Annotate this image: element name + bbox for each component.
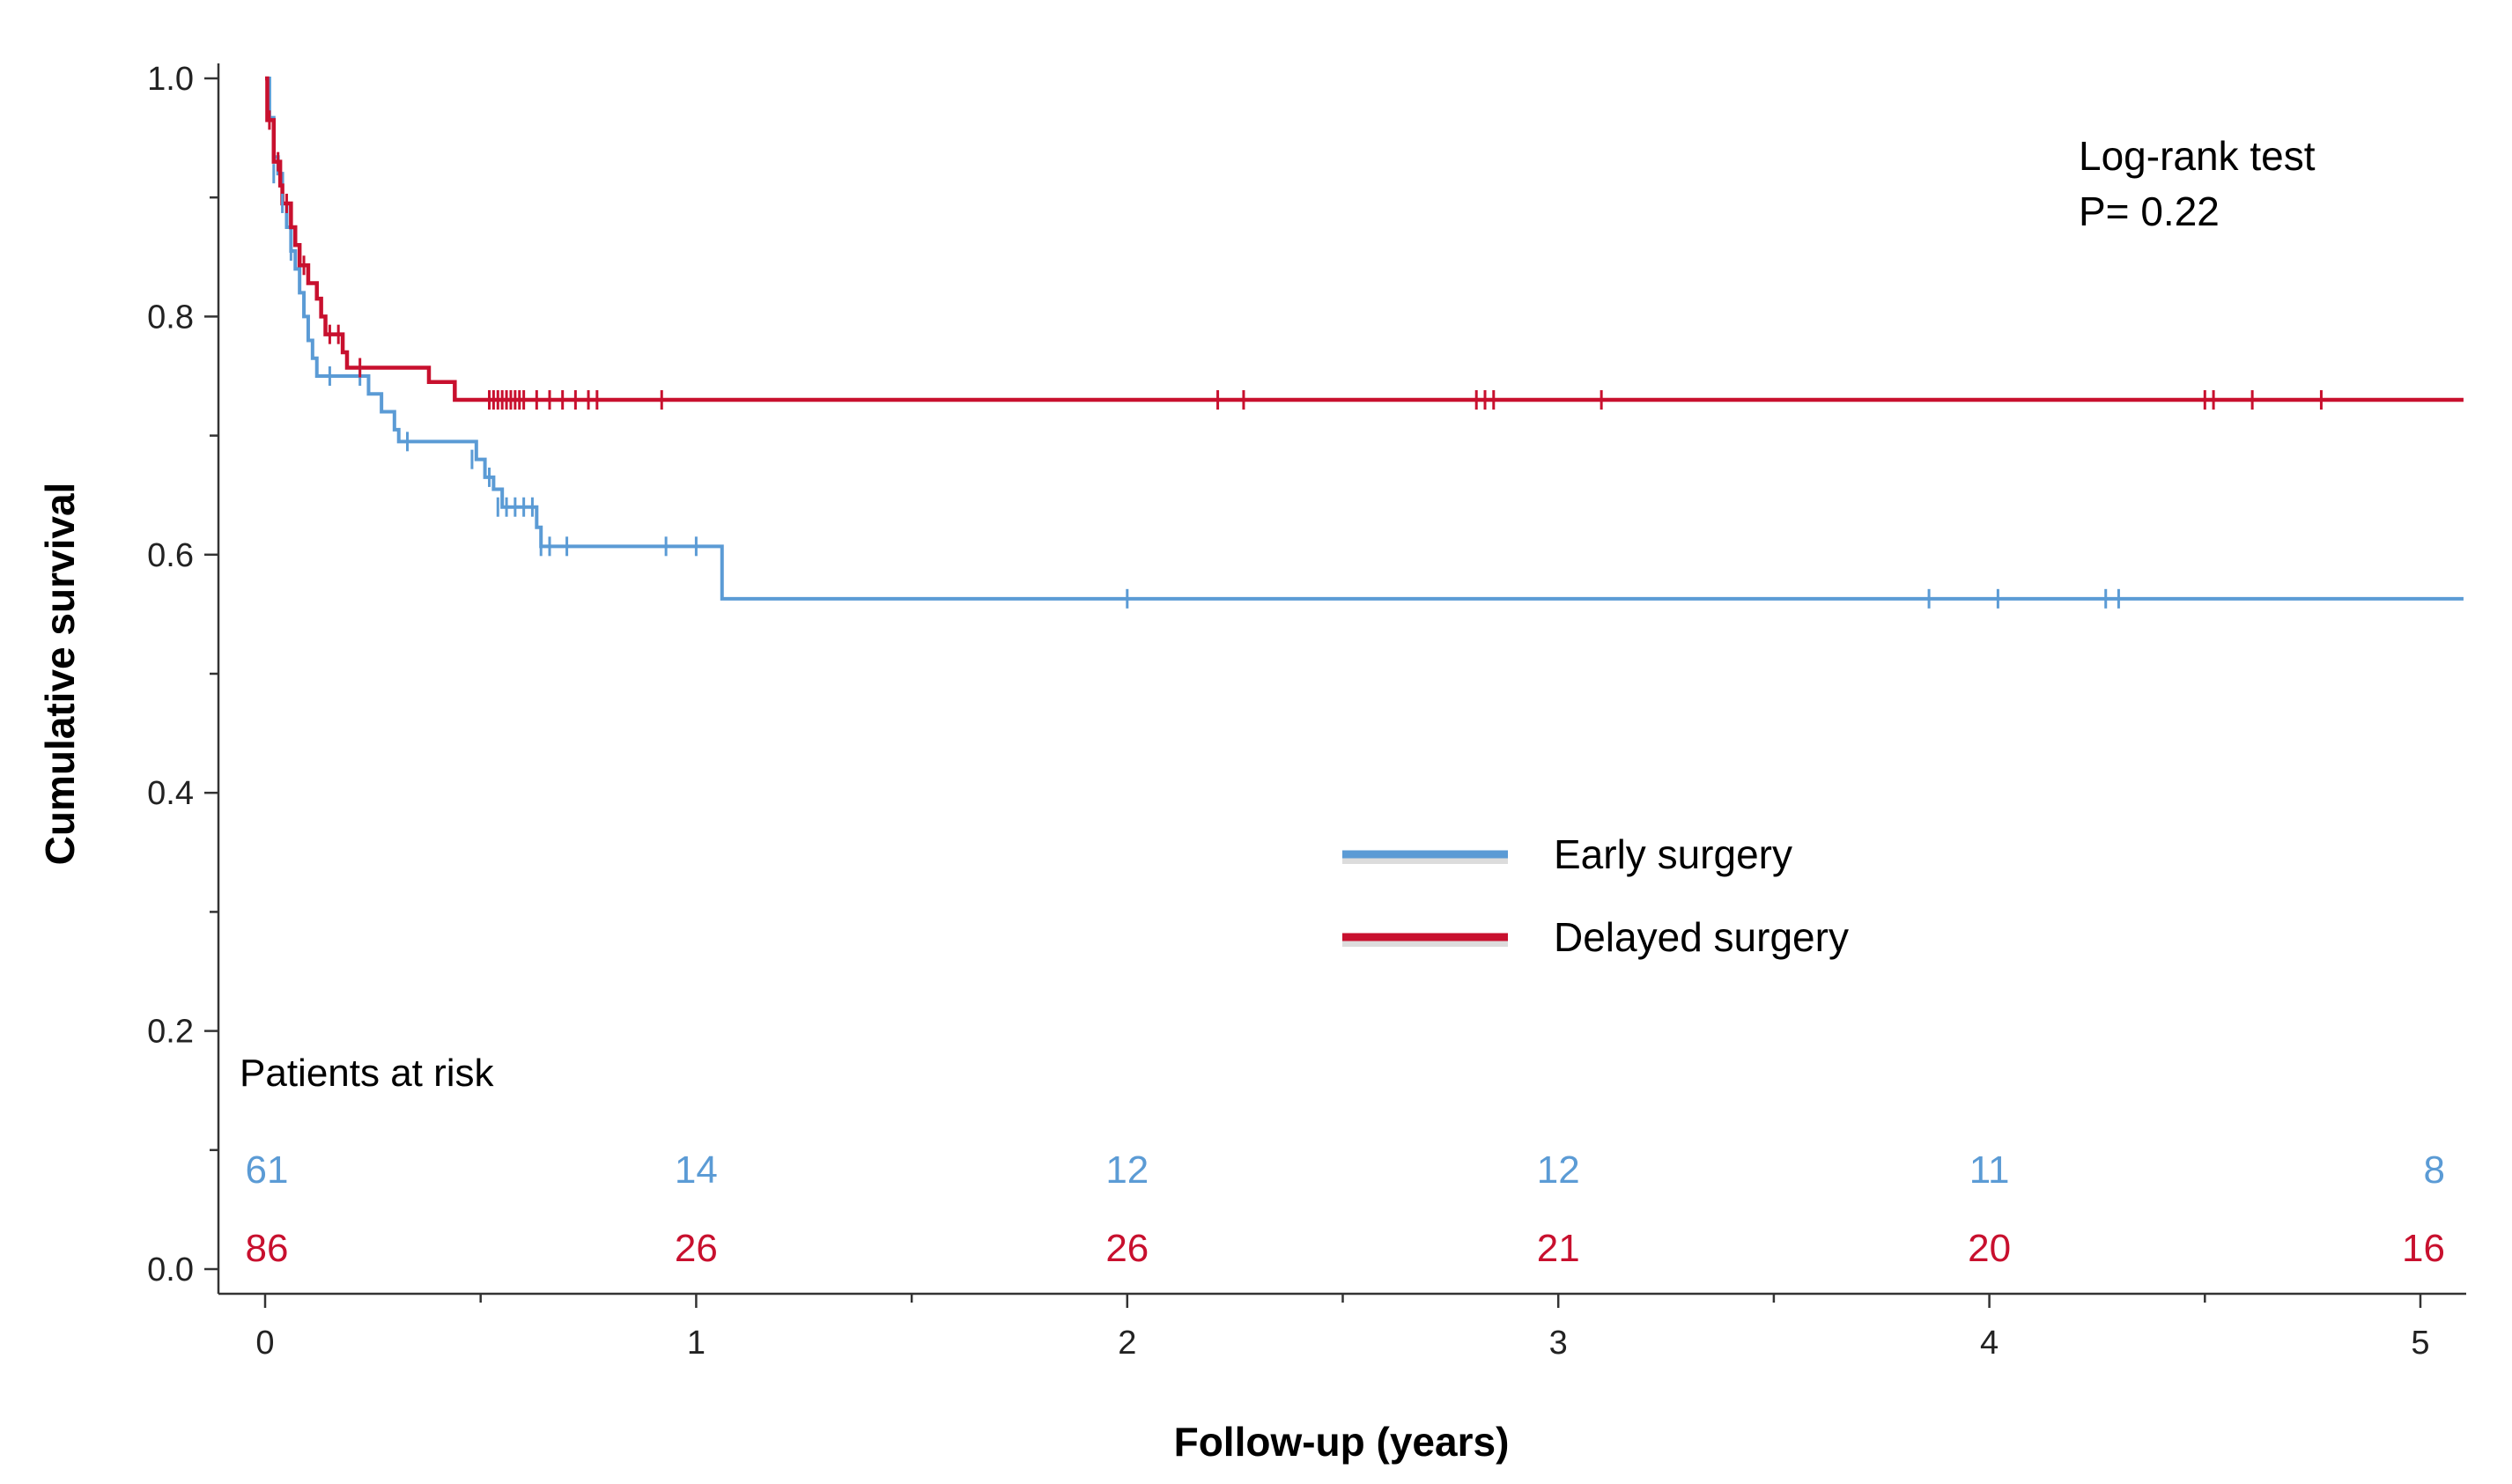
early-surgery-at-risk-value: 12 <box>1537 1148 1580 1192</box>
censor-marks <box>268 110 2323 609</box>
x-tick-label: 1 <box>687 1325 706 1362</box>
x-tick-label: 3 <box>1549 1325 1568 1362</box>
y-tick-label: 0.2 <box>147 1014 194 1051</box>
delayed-surgery-at-risk-value: 21 <box>1537 1227 1580 1270</box>
axes: 0.00.20.40.60.81.00 1 2 3 4 5 <box>147 61 2466 1362</box>
delayed-surgery-curve <box>265 76 2464 402</box>
log-rank-test-label: Log-rank test <box>2079 133 2316 179</box>
delayed-surgery-at-risk-value: 16 <box>2402 1227 2445 1270</box>
delayed-surgery-at-risk-value: 26 <box>675 1227 718 1270</box>
y-tick-label: 1.0 <box>147 61 194 98</box>
early-surgery-legend-label: Early surgery <box>1554 831 1792 877</box>
y-tick-label: 0.8 <box>147 299 194 336</box>
delayed-surgery-at-risk-value: 86 <box>246 1227 289 1270</box>
early-surgery-at-risk-value: 14 <box>675 1148 718 1192</box>
x-tick-label: 4 <box>1980 1325 1999 1362</box>
x-tick-label: 5 <box>2411 1325 2429 1362</box>
delayed-surgery-legend-label: Delayed surgery <box>1554 914 1849 960</box>
y-tick-label: 0.0 <box>147 1251 194 1288</box>
delayed-surgery-at-risk-value: 26 <box>1105 1227 1149 1270</box>
early-surgery-at-risk-value: 12 <box>1105 1148 1149 1192</box>
patients-at-risk-table: 61 14 12 12 11 8 86 26 26 21 20 16 <box>246 1148 2445 1270</box>
early-surgery-at-risk-value: 11 <box>1969 1148 2010 1192</box>
y-tick-label: 0.6 <box>147 537 194 574</box>
delayed-surgery-at-risk-value: 20 <box>1968 1227 2011 1270</box>
y-axis-title: Cumulative survival <box>37 483 83 866</box>
patients-at-risk-title: Patients at risk <box>240 1052 495 1095</box>
legend: Early surgery Delayed surgery <box>1342 831 1849 960</box>
p-value-label: P= 0.22 <box>2079 188 2220 234</box>
x-tick-label: 2 <box>1118 1325 1136 1362</box>
early-surgery-at-risk-value: 61 <box>246 1148 289 1192</box>
x-axis-title: Follow-up (years) <box>1174 1419 1510 1465</box>
x-tick-label: 0 <box>255 1325 274 1362</box>
early-surgery-at-risk-value: 8 <box>2424 1148 2445 1192</box>
y-tick-label: 0.4 <box>147 775 194 812</box>
